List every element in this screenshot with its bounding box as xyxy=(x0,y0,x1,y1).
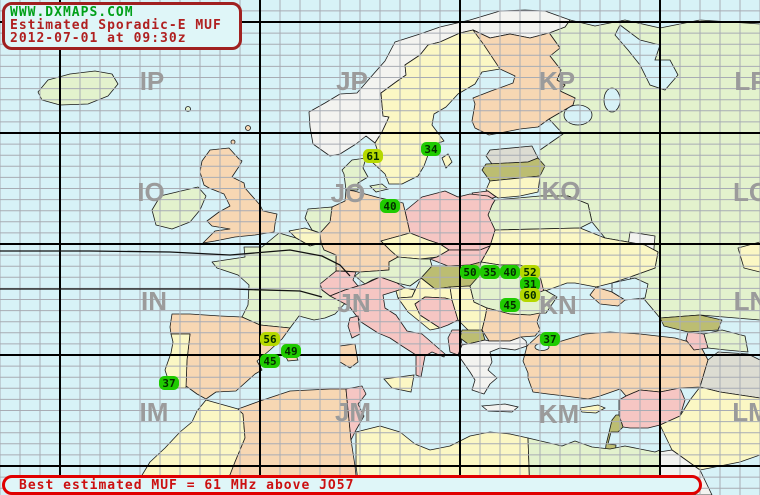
grid-field-label: JP xyxy=(336,66,368,96)
muf-value-badge xyxy=(520,265,540,279)
country-greece xyxy=(457,336,528,395)
muf-value-badge xyxy=(380,199,400,213)
muf-value-badge xyxy=(540,332,560,346)
field-labels: IP JP KP LP IO JO KO LO IN JN KN LN IM JM KM LM xyxy=(137,66,760,429)
country-ireland xyxy=(151,186,207,230)
muf-value-label: 56 xyxy=(260,332,280,346)
muf-value-text: 35 xyxy=(483,266,496,279)
muf-value-label: 34 xyxy=(421,142,441,156)
sicily xyxy=(383,374,415,393)
es-zone-boundary-south xyxy=(0,288,323,298)
grid-field-label: KP xyxy=(539,66,575,96)
country-finland xyxy=(471,29,576,136)
country-shapes xyxy=(37,9,760,495)
muf-value-text: 56 xyxy=(263,333,277,346)
muf-value-badge xyxy=(260,332,280,346)
muf-value-text: 40 xyxy=(503,266,516,279)
grid-field-label: JM xyxy=(335,397,371,427)
orkney-islands xyxy=(230,139,236,145)
muf-value-text: 34 xyxy=(424,143,438,156)
muf-value-text: 60 xyxy=(523,289,536,302)
muf-value-text: 45 xyxy=(503,299,516,312)
status-bar: Best estimated MUF = 61 MHz above JO57 xyxy=(2,475,702,495)
muf-value-badge xyxy=(500,265,520,279)
muf-value-label: 50 xyxy=(460,265,480,279)
muf-value-badge xyxy=(500,298,520,312)
muf-value-label: 60 xyxy=(520,288,540,302)
grid-field-label: IO xyxy=(137,177,164,207)
muf-value-label: 52 xyxy=(520,265,540,279)
grid-field-label: LN xyxy=(734,286,760,316)
grid-field-label: KN xyxy=(539,290,577,320)
grid-field-label: IN xyxy=(141,286,167,316)
shetland-islands xyxy=(245,125,251,131)
muf-value-text: 31 xyxy=(523,278,537,291)
muf-value-label: 35 xyxy=(480,265,500,279)
muf-value-label: 61 xyxy=(363,149,383,163)
muf-value-text: 61 xyxy=(366,150,380,163)
grid-field-label: KO xyxy=(542,176,581,206)
muf-value-label: 40 xyxy=(380,199,400,213)
muf-value-label: 37 xyxy=(159,376,179,390)
muf-value-label: 49 xyxy=(281,344,301,358)
country-azerbaijan xyxy=(703,329,749,353)
grid-field-label: JN xyxy=(337,288,370,318)
map-title: Estimated Sporadic-E MUF xyxy=(10,18,222,33)
sea-of-azov xyxy=(611,277,649,301)
muf-value-badge xyxy=(421,142,441,156)
map-datetime: 2012-07-01 at 09:30z xyxy=(10,31,187,46)
lake-ladoga xyxy=(563,104,593,126)
muf-value-text: 50 xyxy=(463,266,476,279)
country-latvia xyxy=(481,157,546,182)
faroe-islands xyxy=(185,106,191,112)
country-uk xyxy=(199,147,278,244)
muf-value-badge xyxy=(159,376,179,390)
grid-field-label: IM xyxy=(140,397,169,427)
muf-value-label: 40 xyxy=(500,265,520,279)
grid-field-label: LO xyxy=(733,177,760,207)
es-contours xyxy=(0,249,351,298)
muf-value-badge xyxy=(520,277,540,291)
grid-field-label: LM xyxy=(732,397,760,427)
country-iceland xyxy=(37,70,119,106)
muf-value-text: 45 xyxy=(263,355,276,368)
muf-value-badge xyxy=(520,288,540,302)
map-header-box: WWW.DXMAPS.COM Estimated Sporadic-E MUF … xyxy=(2,2,242,50)
muf-value-text: 37 xyxy=(162,377,175,390)
muf-value-text: 52 xyxy=(523,266,536,279)
grid-field-label: KM xyxy=(539,399,579,429)
grid-field-label: LP xyxy=(734,66,760,96)
muf-value-badge xyxy=(460,265,480,279)
muf-value-label: 37 xyxy=(540,332,560,346)
muf-value-text: 37 xyxy=(543,333,556,346)
muf-value-badge xyxy=(260,354,280,368)
muf-value-badge xyxy=(363,149,383,163)
country-bosnia xyxy=(414,296,459,329)
es-zone-boundary-north xyxy=(0,249,351,277)
country-armenia xyxy=(685,331,709,351)
best-muf-text: Best estimated MUF = 61 MHz above JO57 xyxy=(19,478,355,493)
muf-value-label: 45 xyxy=(500,298,520,312)
muf-value-label: 31 xyxy=(520,277,540,291)
muf-value-badge xyxy=(480,265,500,279)
muf-value-label: 45 xyxy=(260,354,280,368)
muf-value-badge xyxy=(281,344,301,358)
muf-value-text: 49 xyxy=(284,345,297,358)
muf-value-text: 40 xyxy=(383,200,396,213)
grid-field-label: IP xyxy=(140,66,165,96)
site-title[interactable]: WWW.DXMAPS.COM xyxy=(10,5,134,20)
grid-field-label: JO xyxy=(331,178,366,208)
